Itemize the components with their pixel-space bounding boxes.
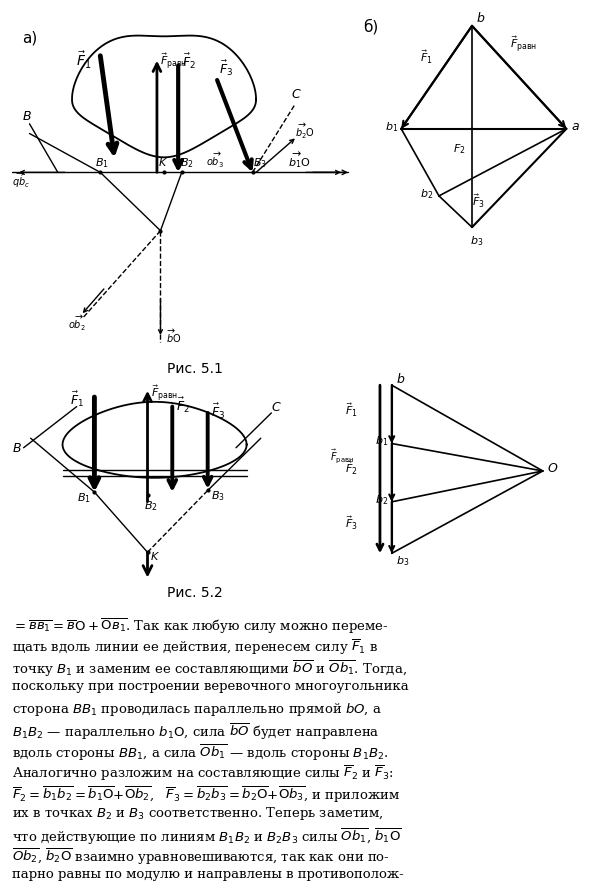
Text: $\vec{F}_{\text{равн}}$: $\vec{F}_{\text{равн}}$ bbox=[151, 384, 178, 403]
Text: $b_3$: $b_3$ bbox=[470, 233, 483, 248]
Text: $\vec{F}_2$: $\vec{F}_2$ bbox=[345, 460, 357, 477]
Text: b: b bbox=[477, 13, 484, 25]
Text: а): а) bbox=[22, 30, 38, 45]
Text: $\overrightarrow{b}$O: $\overrightarrow{b}$O bbox=[166, 327, 181, 345]
Text: a: a bbox=[571, 120, 579, 132]
Text: C: C bbox=[291, 88, 300, 101]
Text: $B_3$: $B_3$ bbox=[253, 156, 267, 170]
Text: b: b bbox=[396, 372, 404, 385]
Text: $\vec{F}_3$: $\vec{F}_3$ bbox=[345, 514, 358, 532]
Text: $\vec{F}_1$: $\vec{F}_1$ bbox=[70, 389, 84, 408]
Text: $\overrightarrow{ob_3}$: $\overrightarrow{ob_3}$ bbox=[206, 150, 224, 170]
Text: B: B bbox=[13, 442, 22, 454]
Text: $\vec{F}_{\text{равн}}$: $\vec{F}_{\text{равн}}$ bbox=[330, 446, 355, 464]
Text: K: K bbox=[151, 551, 158, 561]
Text: $\overrightarrow{ob_2}$: $\overrightarrow{ob_2}$ bbox=[68, 313, 86, 333]
Text: $\vec{F}_3$: $\vec{F}_3$ bbox=[472, 192, 485, 209]
Text: $F_2$: $F_2$ bbox=[453, 142, 466, 156]
Text: $\vec{F}_2$: $\vec{F}_2$ bbox=[176, 395, 190, 415]
Text: $B_1$: $B_1$ bbox=[95, 156, 109, 170]
Text: $\vec{F}_2$: $\vec{F}_2$ bbox=[182, 51, 196, 71]
Text: K: K bbox=[159, 158, 166, 168]
Text: $\vec{F}_3$: $\vec{F}_3$ bbox=[211, 401, 225, 421]
Text: б): б) bbox=[363, 19, 379, 34]
Text: $=\overline{вв_1}=\overline{в}\mathrm{O}+\overline{\mathrm{O}в_1}$. Так как любу: $=\overline{вв_1}=\overline{в}\mathrm{O}… bbox=[12, 617, 388, 636]
Text: $\overrightarrow{qb}_c$: $\overrightarrow{qb}_c$ bbox=[12, 170, 30, 190]
Text: $B_2$: $B_2$ bbox=[180, 156, 194, 170]
Text: точку $B_1$ и заменим ее составляющими $\overline{bO}$ и $\overline{Ob_1}$. Тогд: точку $B_1$ и заменим ее составляющими $… bbox=[12, 658, 407, 679]
Text: Рис. 5.2: Рис. 5.2 bbox=[167, 586, 222, 599]
Text: $\vec{F}_3$: $\vec{F}_3$ bbox=[219, 58, 233, 78]
Text: $\vec{F}_1$: $\vec{F}_1$ bbox=[76, 50, 91, 71]
Text: $B_1B_2$ — параллельно $b_1\mathrm{O}$, сила $\overline{bO}$ будет направлена: $B_1B_2$ — параллельно $b_1\mathrm{O}$, … bbox=[12, 721, 379, 741]
Text: $b_3$: $b_3$ bbox=[396, 554, 410, 568]
Text: поскольку при построении веревочного многоугольника: поскольку при построении веревочного мно… bbox=[12, 679, 408, 692]
Text: $\overline{Ob_2}$, $\overline{b_2\mathrm{O}}$ взаимно уравновешиваются, так как : $\overline{Ob_2}$, $\overline{b_2\mathrm… bbox=[12, 847, 390, 866]
Text: B: B bbox=[22, 110, 31, 122]
Text: что действующие по линиям $B_1B_2$ и $B_2B_3$ силы $\overline{Ob_1}$, $\overline: что действующие по линиям $B_1B_2$ и $B_… bbox=[12, 825, 401, 846]
Text: $B_1$: $B_1$ bbox=[77, 491, 91, 504]
Text: O: O bbox=[548, 461, 558, 475]
Text: $\overrightarrow{b_2}$O: $\overrightarrow{b_2}$O bbox=[295, 122, 315, 140]
Text: Рис. 5.1: Рис. 5.1 bbox=[167, 362, 222, 375]
Text: щать вдоль линии ее действия, перенесем силу $\overline{F}_1$ в: щать вдоль линии ее действия, перенесем … bbox=[12, 637, 378, 656]
Text: $B_3$: $B_3$ bbox=[211, 489, 225, 502]
Text: $\vec{F}_{\text{равн}}$: $\vec{F}_{\text{равн}}$ bbox=[160, 52, 188, 72]
Text: $b_2$: $b_2$ bbox=[420, 187, 433, 200]
Text: $\vec{F}_1$: $\vec{F}_1$ bbox=[420, 49, 433, 66]
Text: C: C bbox=[271, 401, 280, 413]
Text: $b_2$: $b_2$ bbox=[375, 493, 388, 506]
Text: $\overline{F}_2{=}\overline{b_1b_2}{=}\overline{b_1\mathrm{O}}{+}\overline{\math: $\overline{F}_2{=}\overline{b_1b_2}{=}\o… bbox=[12, 783, 400, 804]
Text: парно равны по модулю и направлены в противополож-: парно равны по модулю и направлены в про… bbox=[12, 867, 404, 880]
Text: их в точках $B_2$ и $B_3$ соответственно. Теперь заметим,: их в точках $B_2$ и $B_3$ соответственно… bbox=[12, 805, 384, 822]
Text: $b_1$: $b_1$ bbox=[375, 434, 389, 448]
Text: $\vec{F}_{\text{равн}}$: $\vec{F}_{\text{равн}}$ bbox=[510, 35, 537, 55]
Text: Аналогично разложим на составляющие силы $\overline{F}_2$ и $\overline{F}_3$:: Аналогично разложим на составляющие силы… bbox=[12, 763, 394, 782]
Text: сторона $BB_1$ проводилась параллельно прямой $bO$, а: сторона $BB_1$ проводилась параллельно п… bbox=[12, 700, 382, 717]
Text: $\overrightarrow{b_1}$O: $\overrightarrow{b_1}$O bbox=[288, 150, 310, 170]
Text: $B_2$: $B_2$ bbox=[144, 498, 158, 512]
Text: $b_1$: $b_1$ bbox=[385, 120, 398, 133]
Text: вдоль стороны $BB_1$, а сила $\overline{Ob_1}$ — вдоль стороны $B_1B_2$.: вдоль стороны $BB_1$, а сила $\overline{… bbox=[12, 742, 388, 762]
Text: $\vec{F}_1$: $\vec{F}_1$ bbox=[345, 401, 358, 418]
